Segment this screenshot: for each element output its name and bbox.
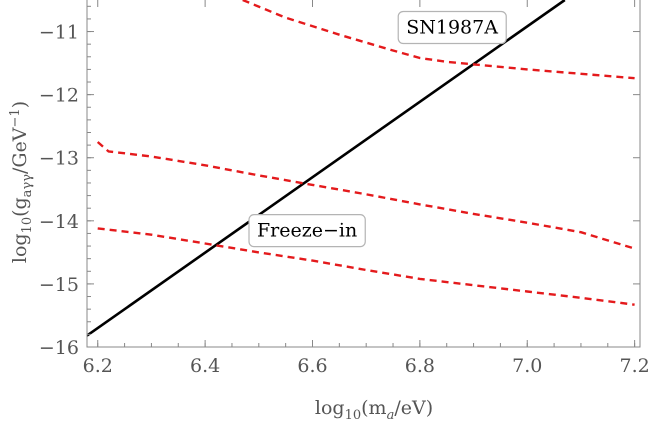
y-tick-label: −16 bbox=[39, 337, 79, 359]
y-tick-label: −11 bbox=[39, 22, 79, 44]
plot-frame bbox=[86, 0, 641, 348]
solid-line-series-0 bbox=[87, 0, 566, 337]
annotation-label: Freeze−in bbox=[257, 220, 357, 242]
series-group bbox=[87, 0, 635, 337]
annotation-1: Freeze−in bbox=[248, 214, 366, 248]
annotation-0: SN1987A bbox=[397, 10, 507, 45]
x-tick-label: 6.6 bbox=[297, 355, 327, 377]
annotation-label: SN1987A bbox=[406, 16, 498, 38]
dashed-line-series-3 bbox=[97, 227, 635, 306]
dashed-line-series-1 bbox=[242, 0, 635, 80]
x-tick-label: 7.0 bbox=[512, 355, 542, 377]
x-tick-label: 7.2 bbox=[620, 355, 650, 377]
y-axis-label: log10(gaγγ/GeV−1) bbox=[8, 101, 35, 263]
annotation-box bbox=[248, 214, 366, 248]
y-tick-label: −14 bbox=[39, 211, 79, 233]
annotations-group: SN1987A Freeze−in bbox=[248, 10, 507, 248]
x-tick-label: 6.2 bbox=[83, 355, 113, 377]
x-tick-label: 6.4 bbox=[190, 355, 220, 377]
ticks-group: 6.2 6.4 6.6 6.8 7.0 7.2 −16 −15 −14 −13 −12 −11 bbox=[39, 0, 650, 377]
x-tick-label: 6.8 bbox=[405, 355, 435, 377]
y-tick-label: −12 bbox=[39, 85, 79, 107]
y-tick-label: −15 bbox=[39, 274, 79, 296]
x-axis-label: log10(ma/eV) bbox=[315, 397, 433, 421]
dashed-line-series-2 bbox=[96, 141, 635, 250]
y-tick-label: −13 bbox=[39, 148, 79, 170]
annotation-box bbox=[397, 10, 507, 45]
axes-frame bbox=[86, 0, 641, 348]
